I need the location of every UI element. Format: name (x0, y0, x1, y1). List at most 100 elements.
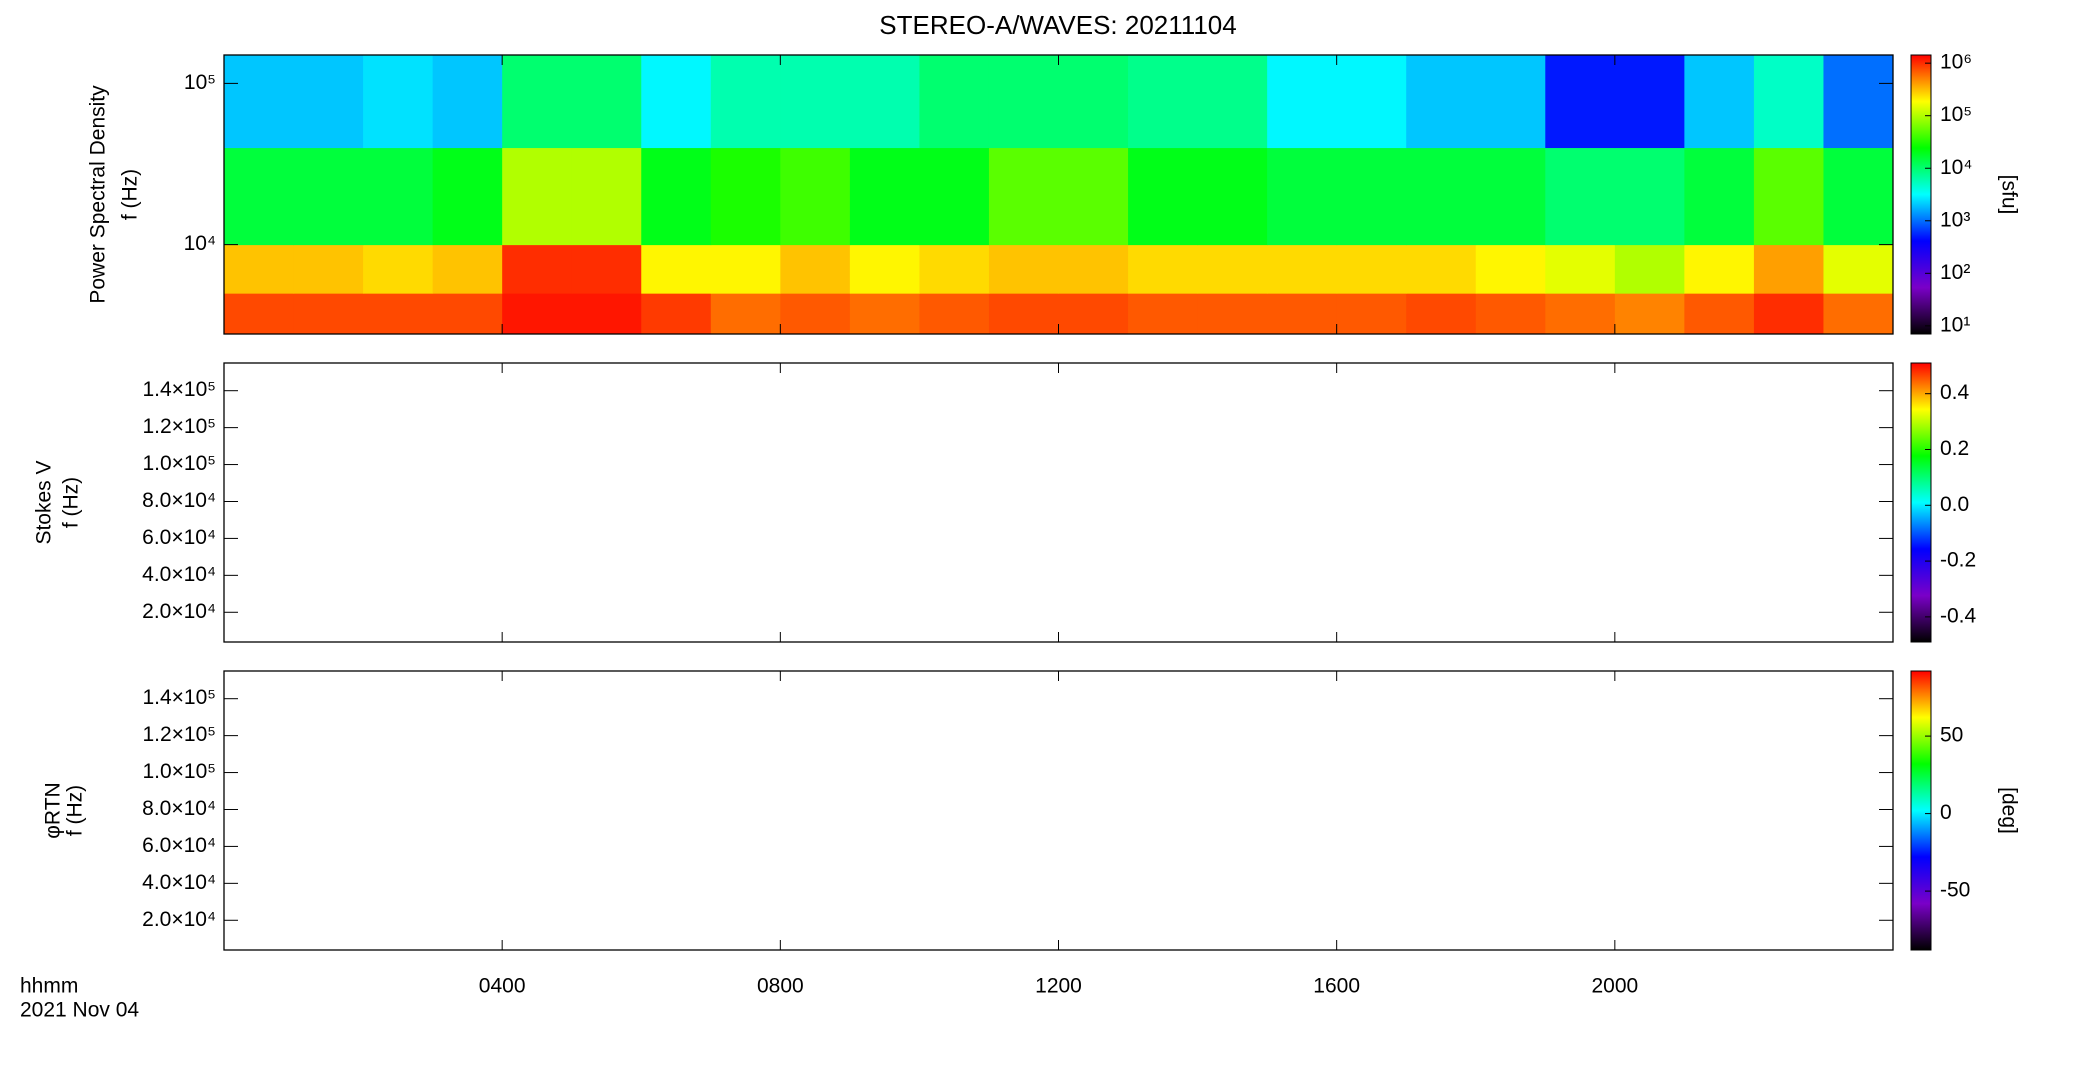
spectrogram-cell (1058, 147, 1129, 246)
spectrogram-cell (293, 244, 364, 294)
spectrogram-cell (1128, 293, 1199, 335)
spectrogram-cell (1545, 55, 1616, 149)
colorbar-tick-label: 0 (1940, 801, 1952, 824)
spectrogram-cell (710, 244, 781, 294)
y-tick-label: 8.0×10⁴ (142, 489, 216, 512)
y-tick-label: 6.0×10⁴ (142, 526, 216, 549)
spectrogram-cell (224, 55, 295, 149)
spectrogram-cell (780, 293, 851, 335)
spectrogram-cell (224, 293, 295, 335)
spectrogram-cell (363, 293, 434, 335)
spectrogram-cell (1753, 244, 1824, 294)
colorbar (1910, 362, 1932, 643)
spectrogram-cell (363, 55, 434, 149)
spectrogram-cell (1058, 55, 1129, 149)
spectrogram-cell (1614, 147, 1685, 246)
spectrogram-cell (641, 293, 712, 335)
spectrogram-cell (1475, 293, 1546, 335)
spectrogram-cell (1058, 244, 1129, 294)
spectrogram-cell (1614, 55, 1685, 149)
y-axis-label: f (Hz) (64, 785, 87, 836)
spectrogram-cell (293, 293, 364, 335)
y-tick-label: 2.0×10⁴ (142, 600, 216, 623)
spectrogram-cell (571, 293, 642, 335)
spectrogram-cell (1197, 293, 1268, 335)
spectrogram-cell (988, 293, 1059, 335)
spectrogram-cell (1475, 244, 1546, 294)
colorbar-tick-label: -0.2 (1940, 549, 1976, 572)
y-axis-label: f (Hz) (119, 169, 142, 220)
spectrogram-cell (502, 147, 573, 246)
spectrogram-cell (1823, 293, 1894, 335)
spectrogram-cell (1197, 244, 1268, 294)
colorbar-tick-label: 10¹ (1940, 313, 1970, 336)
spectrogram-cell (363, 147, 434, 246)
spectrogram-cell (432, 244, 503, 294)
spectrogram-cell (1406, 147, 1477, 246)
y-tick-label: 4.0×10⁴ (142, 563, 216, 586)
spectrogram-cell (571, 147, 642, 246)
spectrogram-cell (1823, 147, 1894, 246)
spectrogram-cell (1267, 55, 1338, 149)
spectrogram-cell (571, 244, 642, 294)
spectrogram-cell (919, 293, 990, 335)
spectrogram-cell (1475, 55, 1546, 149)
spectrogram-cell (1614, 293, 1685, 335)
spectrogram-cell (502, 55, 573, 149)
colorbar (1910, 670, 1932, 951)
spectrogram-cell (1128, 147, 1199, 246)
spectrogram-cell (432, 147, 503, 246)
colorbar-tick-label: 10² (1940, 261, 1970, 284)
y-tick-label: 10⁴ (184, 232, 216, 255)
colorbar-tick-label: -0.4 (1940, 604, 1977, 627)
spectrogram-cell (641, 147, 712, 246)
spectrogram-cell (780, 55, 851, 149)
y-tick-label: 10⁵ (184, 71, 216, 94)
spectrogram-cell (1823, 244, 1894, 294)
plot-frame (223, 362, 1894, 643)
spectrogram-cell (1336, 244, 1407, 294)
spectrogram-cell (641, 244, 712, 294)
spectrogram-cell (1336, 55, 1407, 149)
spectrogram-cell (988, 55, 1059, 149)
spectrogram-cell (571, 55, 642, 149)
spectrogram-cell (1406, 55, 1477, 149)
spectrogram-cell (1684, 244, 1755, 294)
spectrogram-cell (710, 147, 781, 246)
spectrogram-cell (849, 293, 920, 335)
y-axis-label: Stokes V (33, 460, 56, 544)
spectrogram-cell (1197, 55, 1268, 149)
y-axis-label: Power Spectral Density (87, 85, 110, 304)
spectrogram-cell (849, 147, 920, 246)
spectrogram-cell (710, 293, 781, 335)
x-tick-label: 2000 (1591, 975, 1638, 998)
y-tick-label: 4.0×10⁴ (142, 871, 216, 894)
spectrogram-cell (293, 55, 364, 149)
spectrogram-cell (988, 147, 1059, 246)
spectrogram-cell (641, 55, 712, 149)
spectrogram-cell (1336, 147, 1407, 246)
y-tick-label: 8.0×10⁴ (142, 797, 216, 820)
spectrogram-cell (1058, 293, 1129, 335)
colorbar-tick-label: 0.0 (1940, 493, 1969, 516)
colorbar-tick-label: 50 (1940, 724, 1963, 747)
spectrogram-cell (1406, 293, 1477, 335)
spectrogram-cell (1197, 147, 1268, 246)
spectrogram-cell (1684, 55, 1755, 149)
y-tick-label: 1.2×10⁵ (142, 723, 216, 746)
colorbar-tick-label: -50 (1940, 879, 1970, 902)
spectrogram-cell (849, 244, 920, 294)
colorbar-tick-label: 0.2 (1940, 437, 1969, 460)
spectrogram-cell (502, 293, 573, 335)
y-tick-label: 1.4×10⁵ (142, 378, 216, 401)
spectrogram-cell (919, 55, 990, 149)
spectrogram-cell (1267, 244, 1338, 294)
y-tick-label: 2.0×10⁴ (142, 908, 216, 931)
colorbar-tick-label: 10⁶ (1940, 51, 1972, 74)
y-tick-label: 1.0×10⁵ (142, 452, 216, 475)
spectrogram-cell (1614, 244, 1685, 294)
spectrogram-cell (849, 55, 920, 149)
spectrogram-cell (1823, 55, 1894, 149)
chart-title: STEREO-A/WAVES: 20211104 (879, 10, 1236, 40)
